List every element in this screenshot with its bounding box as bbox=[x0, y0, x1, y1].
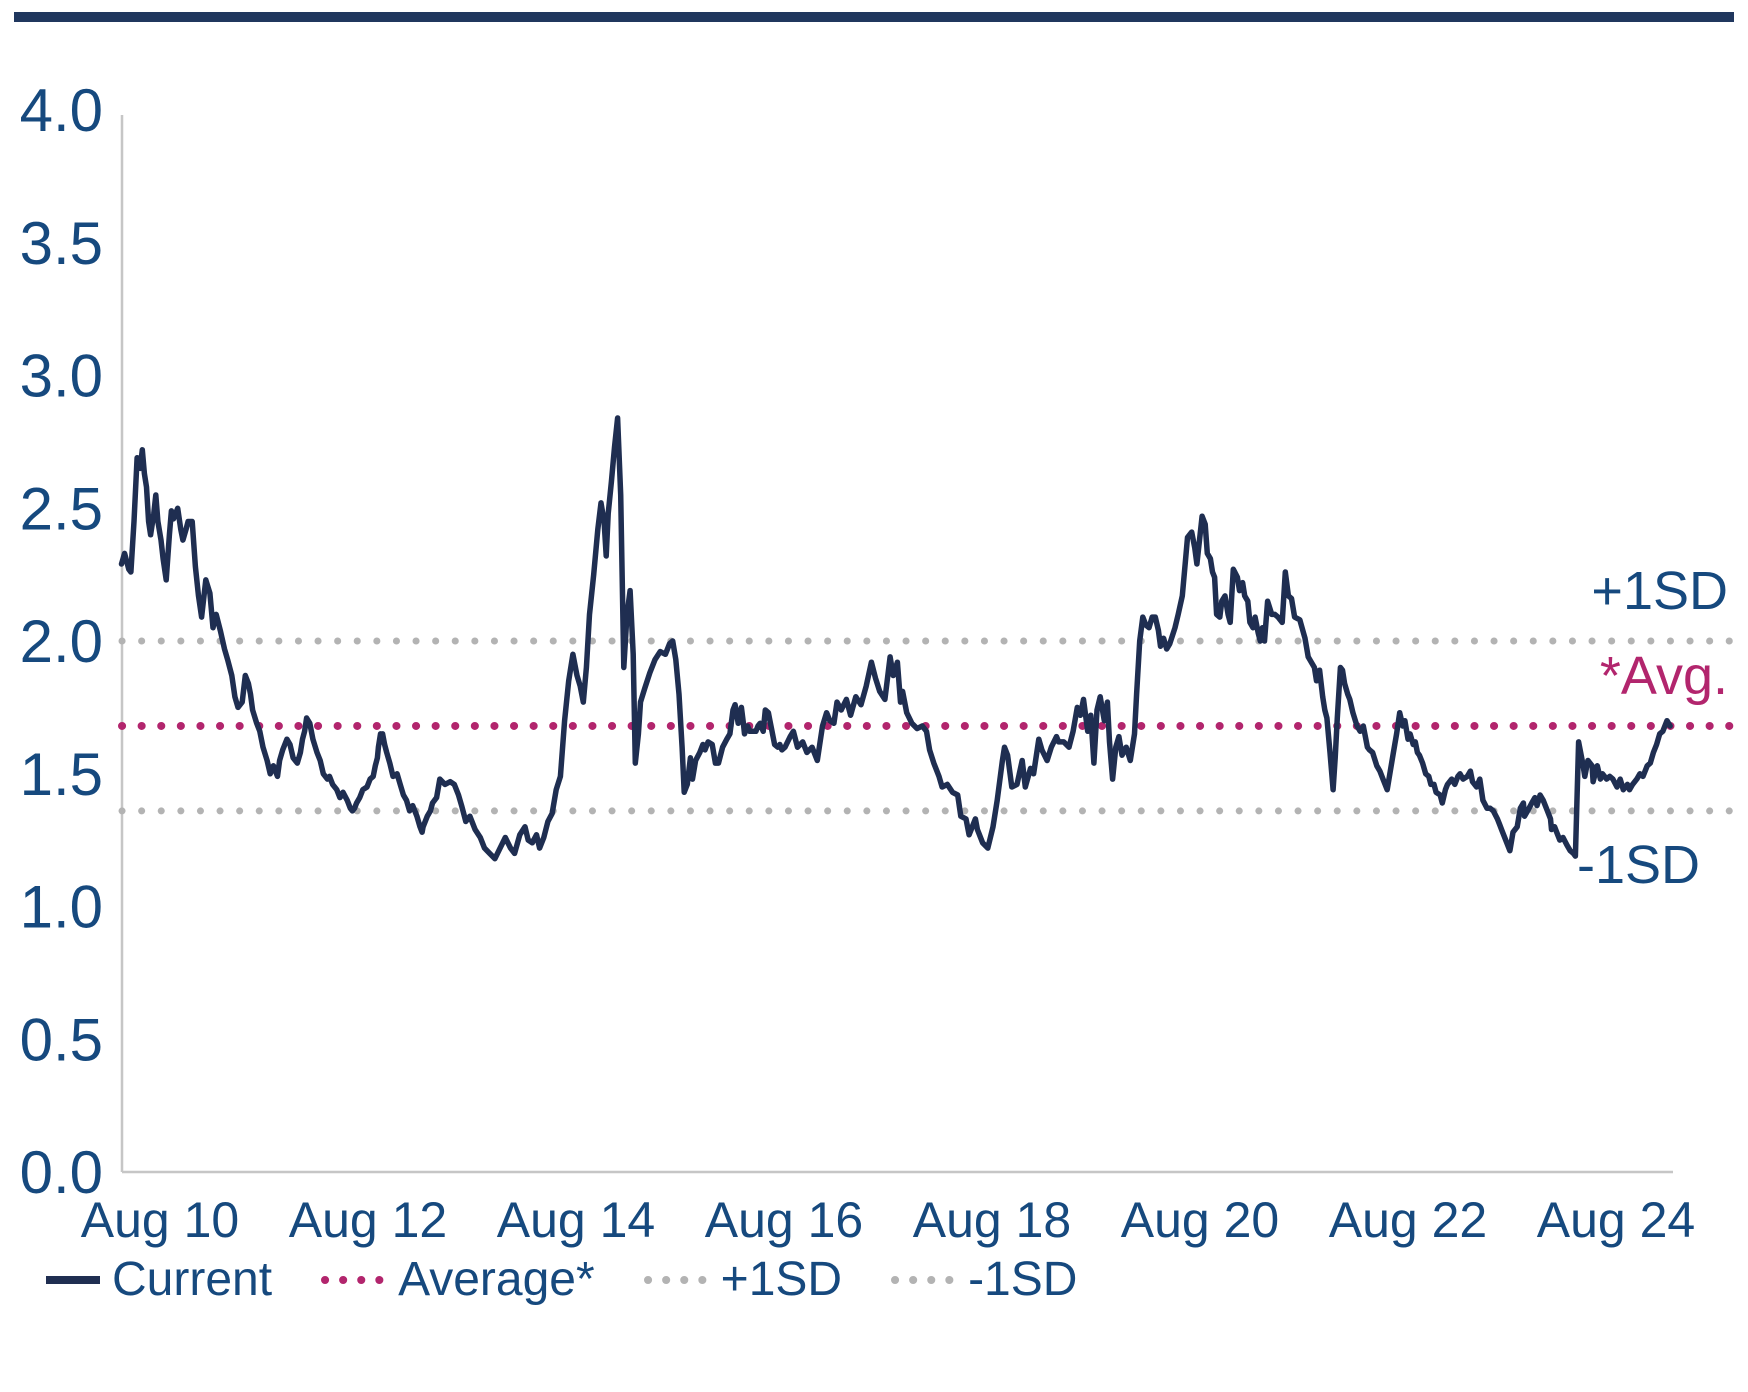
dotted-line-swatch bbox=[643, 1275, 711, 1284]
y-tick-label: 0.5 bbox=[20, 1006, 103, 1073]
legend: Current Average* +1SD -1SD bbox=[44, 1252, 1077, 1307]
legend-label: -1SD bbox=[968, 1253, 1078, 1306]
legend-label: Current bbox=[112, 1253, 273, 1306]
y-tick-label: 4.0 bbox=[20, 77, 103, 144]
x-tick-label: Aug 24 bbox=[1537, 1192, 1695, 1248]
legend-item-minus1sd: -1SD bbox=[890, 1252, 1077, 1307]
y-tick-label: 1.0 bbox=[20, 874, 103, 941]
series-line-current bbox=[118, 415, 1673, 862]
y-tick-label: 0.0 bbox=[20, 1139, 103, 1206]
y-tick-label: 2.0 bbox=[20, 608, 103, 675]
legend-item-plus1sd: +1SD bbox=[643, 1252, 842, 1307]
solid-line-swatch bbox=[46, 1275, 100, 1284]
dotted-line-swatch bbox=[321, 1275, 389, 1284]
y-tick-label: 2.5 bbox=[20, 475, 103, 542]
legend-label: Average* bbox=[398, 1253, 595, 1306]
y-tick-label: 3.5 bbox=[20, 210, 103, 277]
x-tick-label: Aug 22 bbox=[1329, 1192, 1487, 1248]
legend-item-current: Current bbox=[44, 1252, 272, 1307]
x-tick-label: Aug 10 bbox=[81, 1192, 239, 1248]
y-tick-label: 3.0 bbox=[20, 343, 103, 410]
legend-item-average: Average* bbox=[320, 1252, 595, 1307]
top-divider-rule bbox=[14, 12, 1734, 22]
legend-label: +1SD bbox=[720, 1253, 843, 1306]
refline-label-plus-1sd: +1SD bbox=[1591, 561, 1728, 621]
refline-label-average: *Avg. bbox=[1600, 646, 1728, 706]
refline-label-minus-1sd: -1SD bbox=[1577, 835, 1700, 895]
x-tick-label: Aug 16 bbox=[705, 1192, 863, 1248]
x-tick-label: Aug 14 bbox=[497, 1192, 655, 1248]
y-tick-label: 1.5 bbox=[20, 741, 103, 808]
x-tick-label: Aug 20 bbox=[1121, 1192, 1279, 1248]
dotted-line-swatch bbox=[891, 1275, 959, 1284]
x-tick-label: Aug 18 bbox=[913, 1192, 1071, 1248]
x-tick-label: Aug 12 bbox=[289, 1192, 447, 1248]
